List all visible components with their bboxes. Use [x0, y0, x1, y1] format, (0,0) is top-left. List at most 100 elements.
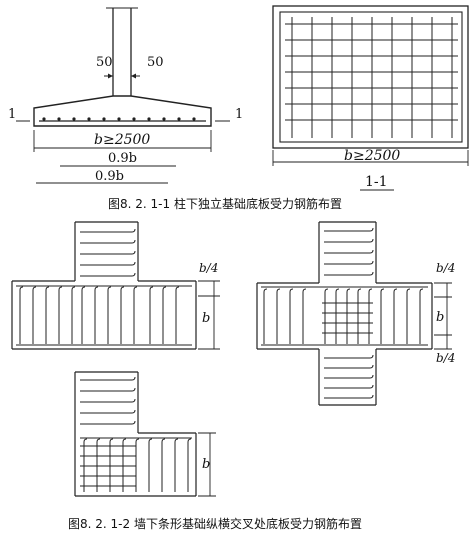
- cross-a-strip-bar: [45, 286, 50, 344]
- cross-b-horizontal-strip: [256, 282, 433, 350]
- cross-b-top-bar: [324, 260, 374, 265]
- cross-a-horizontal-strip: [11, 280, 197, 350]
- cross-b-top-bar: [324, 249, 374, 254]
- cross-b-strip-bar: [302, 288, 307, 344]
- corner-strip-bar: [109, 438, 114, 492]
- cross-a-b: b: [202, 311, 210, 326]
- cross-a-top-bar: [80, 239, 136, 244]
- rebar-dot: [177, 117, 181, 121]
- cross-a-quarter-b: b/4: [199, 261, 218, 275]
- column-outline: [112, 8, 132, 96]
- corner-strip-bar: [161, 438, 166, 492]
- corner-strip-bar: [174, 438, 179, 492]
- rebar-dot: [57, 117, 61, 121]
- section-mark-left: 1: [8, 107, 16, 122]
- rebar-dot: [162, 117, 166, 121]
- rebar-dot: [147, 117, 151, 121]
- cross-b-top-bar: [324, 227, 374, 232]
- cross-b-bottom-arm: [318, 349, 377, 406]
- rebar-dot: [87, 117, 91, 121]
- cross-b-b: b: [436, 310, 444, 325]
- cross-b-strip-bar: [263, 288, 268, 344]
- width-label: b≥2500: [94, 132, 150, 148]
- corner-arm-bar: [80, 387, 136, 392]
- cross-a-top-bar: [80, 272, 136, 277]
- cross-a-core-bar: [81, 286, 86, 344]
- figure1-caption: 图8. 2. 1-1 柱下独立基础底板受力钢筋布置: [108, 196, 342, 211]
- cross-a-strip-bar: [58, 286, 63, 344]
- rebar-dot: [132, 117, 136, 121]
- cross-b-strip-bar: [276, 288, 281, 344]
- cross-b-bottom-bar: [324, 354, 374, 359]
- rebar-dots: [42, 117, 196, 121]
- cross-b-core-bar: [324, 288, 329, 344]
- dim-50-right-label: 50: [147, 55, 164, 70]
- cross-a-rebars: [16, 228, 192, 346]
- strip-footing-intersections: b/4 b b/4 b b/4 b: [11, 221, 455, 497]
- cross-b-bottom-bar: [324, 384, 374, 389]
- cross-a-top-bar: [80, 261, 136, 266]
- corner-strip-bar: [148, 438, 153, 492]
- cross-b-bottom-bar: [324, 364, 374, 369]
- cross-b-strip-bar: [289, 288, 294, 344]
- rebar-dot: [102, 117, 106, 121]
- cross-b-strip-bar: [406, 288, 411, 344]
- cross-a-top-bar: [80, 250, 136, 255]
- corner-arm-bar: [80, 420, 136, 425]
- cross-b-strip-bar: [393, 288, 398, 344]
- corner-arm-bar: [80, 376, 136, 381]
- dim-50-left-label: 50: [96, 55, 113, 70]
- corner-b: b: [202, 457, 210, 472]
- cross-a-core-bar: [94, 286, 99, 344]
- corner-dimension: [198, 432, 216, 497]
- corner-strip-bar: [135, 438, 140, 492]
- rebar-mesh: [285, 17, 458, 138]
- cross-b-quarter-b-bottom: b/4: [436, 351, 455, 365]
- corner-strip-bar: [187, 438, 192, 492]
- cross-a-strip-bar: [162, 286, 167, 344]
- dim-arrowheads: [108, 73, 136, 79]
- footing-section: 50 50 1 1 b≥2500 0.9b 0.9b: [8, 7, 243, 184]
- footing-outline: [33, 95, 212, 127]
- plan-outer-outline: [272, 5, 469, 149]
- plan-width-label: b≥2500: [344, 148, 400, 164]
- cross-a-strip-bar: [71, 286, 76, 344]
- cross-a-strip-bar: [19, 286, 24, 344]
- cross-intersection-b: [256, 221, 433, 406]
- cross-b-top-arm: [318, 221, 377, 283]
- cross-b-strip-bar: [419, 288, 424, 344]
- corner-arm-bar: [80, 398, 136, 403]
- cross-b-core-bar: [357, 288, 362, 344]
- cross-a-strip-bar: [32, 286, 37, 344]
- cross-b-dimensions: [434, 282, 452, 350]
- section-mark-right: 1: [235, 107, 243, 122]
- corner-outline: [74, 371, 197, 497]
- cross-b-strip-bar: [380, 288, 385, 344]
- rebar-dot: [192, 117, 196, 121]
- corner-strip-bar: [122, 438, 127, 492]
- corner-strip-bar: [83, 438, 88, 492]
- cross-b-rebars: [261, 227, 428, 399]
- bar-length-short-label: 0.9b: [108, 151, 137, 166]
- corner-rebars: [80, 376, 192, 492]
- rebar-dot: [117, 117, 121, 121]
- plan-inner-outline: [279, 11, 463, 143]
- cross-a-core-bar: [120, 286, 125, 344]
- cross-b-bottom-bar: [324, 374, 374, 379]
- cross-a-dimensions: [198, 280, 220, 350]
- cross-a-top-bar: [80, 228, 136, 233]
- cross-a-strip-bar: [149, 286, 154, 344]
- figure2-caption: 图8. 2. 1-2 墙下条形基础纵横交叉处底板受力钢筋布置: [68, 516, 362, 531]
- cross-a-top-arm: [74, 221, 139, 281]
- rebar-dot: [42, 117, 46, 121]
- corner-strip-bar: [96, 438, 101, 492]
- corner-arm-bar: [80, 409, 136, 414]
- cross-b-core-bar: [346, 288, 351, 344]
- cross-a-core-bar: [133, 286, 138, 344]
- cross-b-quarter-b-top: b/4: [436, 261, 455, 275]
- footing-plan: b≥2500 1-1: [272, 5, 469, 191]
- cross-b-top-bar: [324, 238, 374, 243]
- cross-b-core-bar: [335, 288, 340, 344]
- bar-length-long-label: 0.9b: [95, 169, 124, 184]
